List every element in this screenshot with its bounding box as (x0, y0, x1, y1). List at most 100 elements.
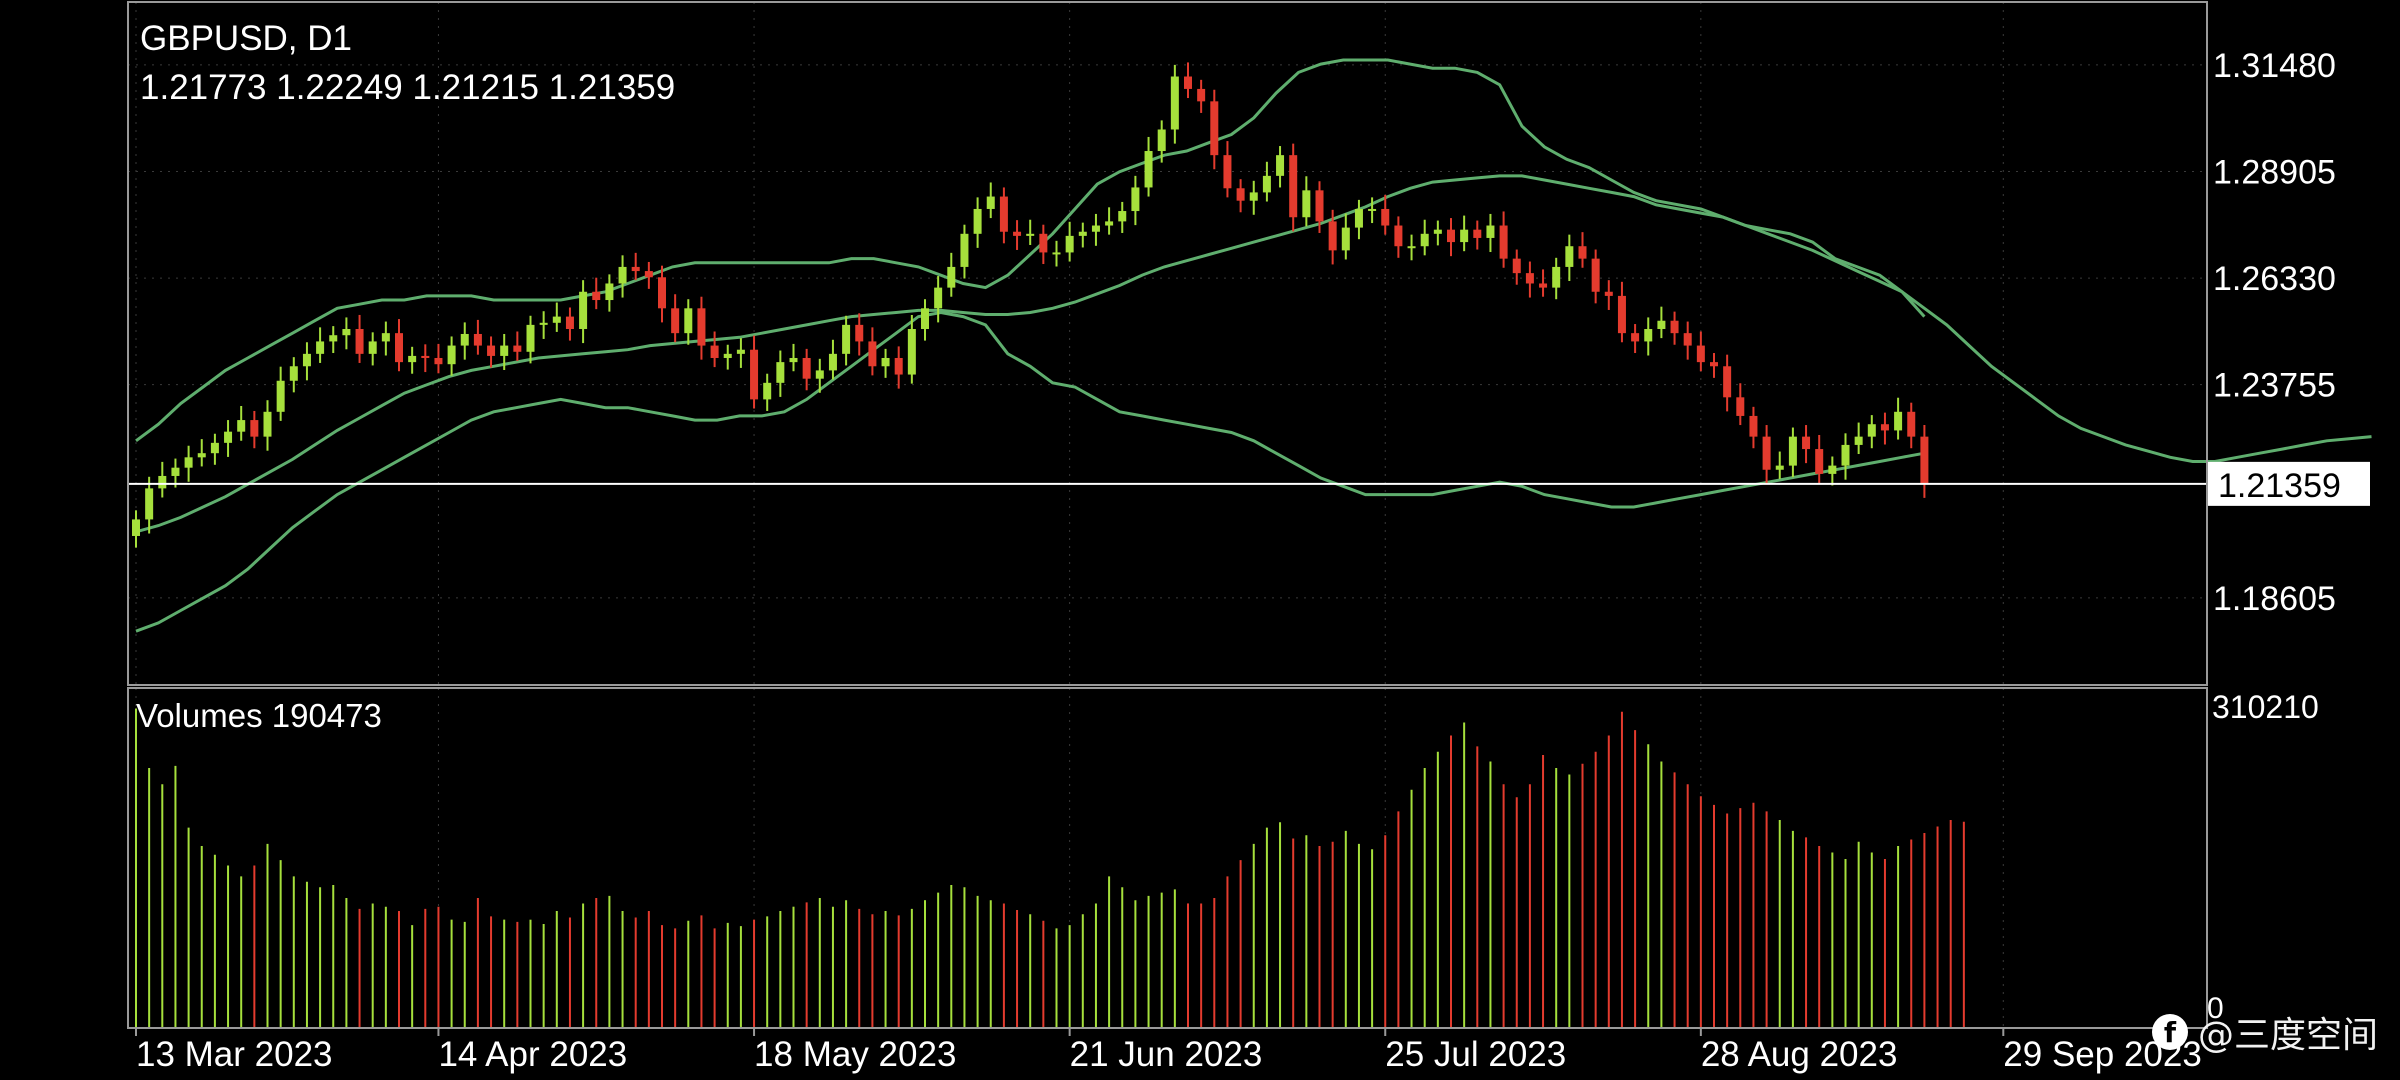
candle-body (776, 362, 785, 383)
candle-body (1552, 266, 1561, 288)
candle-body (237, 420, 246, 432)
candle-body (526, 324, 535, 352)
candle-body (552, 316, 561, 323)
candle-body (1604, 291, 1613, 296)
volume-max-label: 310210 (2212, 689, 2319, 725)
candle-body (1381, 208, 1390, 226)
candle-body (960, 233, 969, 267)
candle-body (579, 291, 588, 330)
axis-labels: 1.21359 1.31480 1.28905 1.26330 1.23755 1.186… (135, 47, 2370, 1074)
candle-body (894, 357, 903, 375)
candle-body (434, 357, 443, 365)
candle-body (171, 467, 180, 476)
candle-body (1105, 221, 1114, 226)
candle-body (1723, 366, 1732, 398)
candle-body (158, 475, 167, 489)
candle-body (1328, 221, 1337, 251)
candle-body (1617, 295, 1626, 334)
candle-body (368, 341, 377, 354)
candle-body (210, 442, 219, 454)
candle-body (1841, 444, 1850, 466)
price-tick-label: 1.31480 (2213, 47, 2336, 85)
volume-panel-frame (127, 687, 2208, 1029)
watermark-text: @三度空间 (2197, 1015, 2378, 1056)
candle-body (710, 345, 719, 358)
candle-body (618, 266, 627, 284)
bollinger-lower-band (135, 310, 1925, 633)
candle-body (184, 457, 193, 468)
candle-body (289, 366, 298, 381)
candle-body (881, 357, 890, 367)
price-tick-label: 1.28905 (2213, 154, 2336, 192)
candle-body (1420, 233, 1429, 247)
candle-body (1749, 415, 1758, 437)
candle-body (934, 287, 943, 309)
date-tick-label: 21 Jun 2023 (1070, 1035, 1263, 1074)
candle-body (1026, 233, 1035, 236)
candle-body (1447, 229, 1455, 243)
brand-badge-icon: f (2151, 1014, 2188, 1050)
candle-body (1249, 192, 1258, 201)
candle-body (986, 196, 995, 209)
bollinger-upper-band (135, 58, 1926, 443)
candle-body (1657, 320, 1666, 330)
candle-body (500, 345, 509, 356)
candle-body (1815, 449, 1824, 474)
candle-body (1144, 151, 1153, 188)
candle-body (1394, 225, 1403, 247)
candle-body (1802, 436, 1811, 450)
candle-body (316, 341, 325, 354)
candle-body (684, 308, 693, 334)
candle-body (973, 208, 982, 234)
candle-body (842, 324, 851, 354)
candle-body (1091, 225, 1100, 232)
candle-body (224, 431, 233, 443)
candle-body (592, 291, 601, 301)
candle-body (1473, 229, 1482, 238)
watermark: f @三度空间 (2151, 1006, 2378, 1058)
candle-body (250, 420, 259, 437)
candle-body (658, 277, 666, 309)
candlestick-series (128, 62, 2207, 548)
candle-body (921, 308, 929, 330)
date-tick-label: 18 May 2023 (754, 1035, 956, 1074)
candle-body (342, 329, 351, 336)
chart-header: GBPUSD, D1 1.21773 1.22249 1.21215 1.213… (136, 19, 2319, 1025)
candle-body (1762, 436, 1771, 470)
candle-body (605, 283, 614, 301)
price-panel-frame (127, 1, 2208, 686)
candle-body (736, 349, 745, 354)
candle-body (355, 329, 364, 354)
candle-body (1631, 333, 1640, 342)
candle-body (750, 349, 759, 400)
candle-body (855, 324, 864, 342)
candle-body (763, 382, 772, 400)
candle-body (1368, 208, 1377, 211)
candle-body (395, 333, 403, 363)
candle-body (1670, 320, 1679, 334)
ohlc-readout: 1.21773 1.22249 1.21215 1.21359 (140, 68, 675, 107)
candle-body (1118, 211, 1127, 222)
candle-body (671, 308, 680, 334)
candle-body (1013, 231, 1022, 236)
candle-body (947, 266, 956, 288)
candle-body (1907, 411, 1916, 437)
candle-body (381, 333, 390, 342)
candle-body (1539, 283, 1548, 288)
candle-body (1696, 345, 1705, 363)
price-tick-label: 1.23755 (2213, 367, 2336, 405)
candle-body (1236, 188, 1245, 201)
candle-body (197, 453, 206, 458)
candle-body (1223, 155, 1232, 189)
volume-label: Volumes 190473 (136, 697, 382, 734)
candle-body (1302, 190, 1311, 218)
candle-body (1828, 465, 1837, 474)
candle-body (644, 271, 653, 278)
candle-body (723, 353, 732, 358)
chart-frame (127, 1, 2208, 1029)
candle-body (789, 357, 798, 363)
candle-body (539, 322, 548, 325)
candle-body (1184, 76, 1192, 89)
candle-body (1157, 129, 1166, 152)
candle-body (1197, 88, 1206, 102)
